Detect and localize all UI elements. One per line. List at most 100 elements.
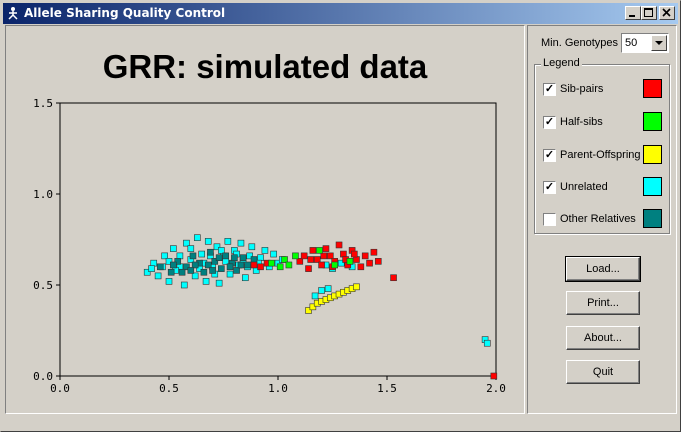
data-point <box>324 285 332 292</box>
data-point <box>148 265 155 272</box>
data-point <box>309 303 317 311</box>
data-point <box>281 256 288 263</box>
legend-row-half-sibs: ✓ Half-sibs <box>535 110 671 134</box>
app-icon <box>8 7 18 20</box>
maximize-icon <box>644 8 653 17</box>
sib-pairs-checkbox[interactable]: ✓ <box>543 83 556 96</box>
data-point <box>226 263 234 271</box>
legend-title: Legend <box>541 57 582 69</box>
y-tick-label: 1.0 <box>33 188 53 201</box>
data-point <box>143 268 151 276</box>
legend-label: Half-sibs <box>560 116 603 128</box>
data-point <box>215 279 223 287</box>
data-point <box>211 258 219 265</box>
data-point <box>257 263 264 271</box>
series-other-relatives <box>156 248 258 276</box>
data-point <box>248 243 256 251</box>
other-relatives-color-swatch[interactable] <box>643 209 662 228</box>
data-point <box>154 272 162 280</box>
legend-group: Legend ✓ Sib-pairs ✓ Half-sibs ✓ Parent-… <box>534 57 671 234</box>
chevron-down-icon <box>655 41 663 45</box>
data-point <box>183 263 190 271</box>
data-point <box>202 278 210 285</box>
legend-row-sib-pairs: ✓ Sib-pairs <box>535 77 671 101</box>
data-point <box>222 252 229 260</box>
data-point <box>246 252 253 260</box>
data-point <box>237 239 245 247</box>
data-point <box>366 259 373 267</box>
legend-label: Unrelated <box>560 181 608 193</box>
data-point <box>327 252 334 260</box>
series-parent-offspring <box>305 283 360 314</box>
parent-offspring-checkbox[interactable]: ✓ <box>543 149 556 162</box>
unrelated-checkbox[interactable]: ✓ <box>543 181 556 194</box>
data-point <box>218 265 225 272</box>
data-point <box>204 238 212 245</box>
about-button[interactable]: About... <box>566 326 640 350</box>
legend-row-other-relatives: Other Relatives <box>535 207 671 231</box>
x-tick-label: 1.5 <box>377 382 397 395</box>
data-point <box>346 258 354 265</box>
chart-title: GRR: simulated data <box>103 48 428 85</box>
data-point <box>213 243 221 251</box>
data-point <box>191 272 199 280</box>
title-bar[interactable]: Allele Sharing Quality Control <box>3 3 678 24</box>
data-point <box>231 254 238 261</box>
close-button[interactable] <box>659 6 675 20</box>
quit-button[interactable]: Quit <box>566 360 640 384</box>
series-half-sibs <box>268 247 354 271</box>
data-point <box>305 265 312 272</box>
half-sibs-checkbox[interactable]: ✓ <box>543 116 556 129</box>
data-point <box>224 238 232 245</box>
data-point <box>226 270 234 278</box>
data-point <box>200 268 208 276</box>
data-point <box>215 254 223 261</box>
maximize-button[interactable] <box>641 6 657 20</box>
data-point <box>270 250 277 258</box>
data-point <box>374 258 382 265</box>
legend-row-unrelated: ✓ Unrelated <box>535 175 671 199</box>
data-point <box>183 239 190 247</box>
minimize-button[interactable] <box>625 6 641 20</box>
plot-frame <box>59 102 497 377</box>
control-panel: Min. Genotypes 50 Legend ✓ Sib-pairs ✓ H… <box>527 25 677 414</box>
data-point <box>198 250 205 258</box>
data-point <box>176 252 184 260</box>
half-sibs-color-swatch[interactable] <box>643 112 662 131</box>
data-point <box>222 258 229 265</box>
data-point <box>170 245 177 252</box>
min-genotypes-select[interactable]: 50 <box>621 33 669 53</box>
data-point <box>318 287 325 294</box>
print-button[interactable]: Print... <box>566 291 640 315</box>
data-point <box>207 248 214 256</box>
legend-label: Parent-Offspring <box>560 149 641 161</box>
dropdown-button[interactable] <box>651 35 667 51</box>
data-point <box>209 267 216 274</box>
parent-offspring-color-swatch[interactable] <box>643 145 662 164</box>
data-point <box>307 256 315 263</box>
data-point <box>165 258 173 265</box>
data-point <box>167 268 175 276</box>
min-genotypes-value: 50 <box>625 37 638 49</box>
data-point <box>320 252 328 260</box>
x-tick-label: 1.0 <box>268 382 288 395</box>
sib-pairs-color-swatch[interactable] <box>643 79 662 98</box>
data-point <box>218 247 225 254</box>
data-point <box>204 261 212 269</box>
data-point <box>165 278 173 285</box>
data-point <box>187 267 195 274</box>
data-point <box>322 245 330 252</box>
data-point <box>189 252 197 260</box>
data-point <box>156 263 164 271</box>
other-relatives-checkbox[interactable] <box>543 213 556 226</box>
legend-label: Other Relatives <box>560 213 636 225</box>
load-button[interactable]: Load... <box>565 256 641 282</box>
close-icon <box>662 8 671 17</box>
data-point <box>337 259 345 267</box>
data-point <box>313 256 321 263</box>
x-tick-label: 0.0 <box>50 382 70 395</box>
data-point <box>285 261 293 269</box>
x-tick-label: 2.0 <box>486 382 506 395</box>
unrelated-color-swatch[interactable] <box>643 177 662 196</box>
data-point <box>250 256 258 263</box>
